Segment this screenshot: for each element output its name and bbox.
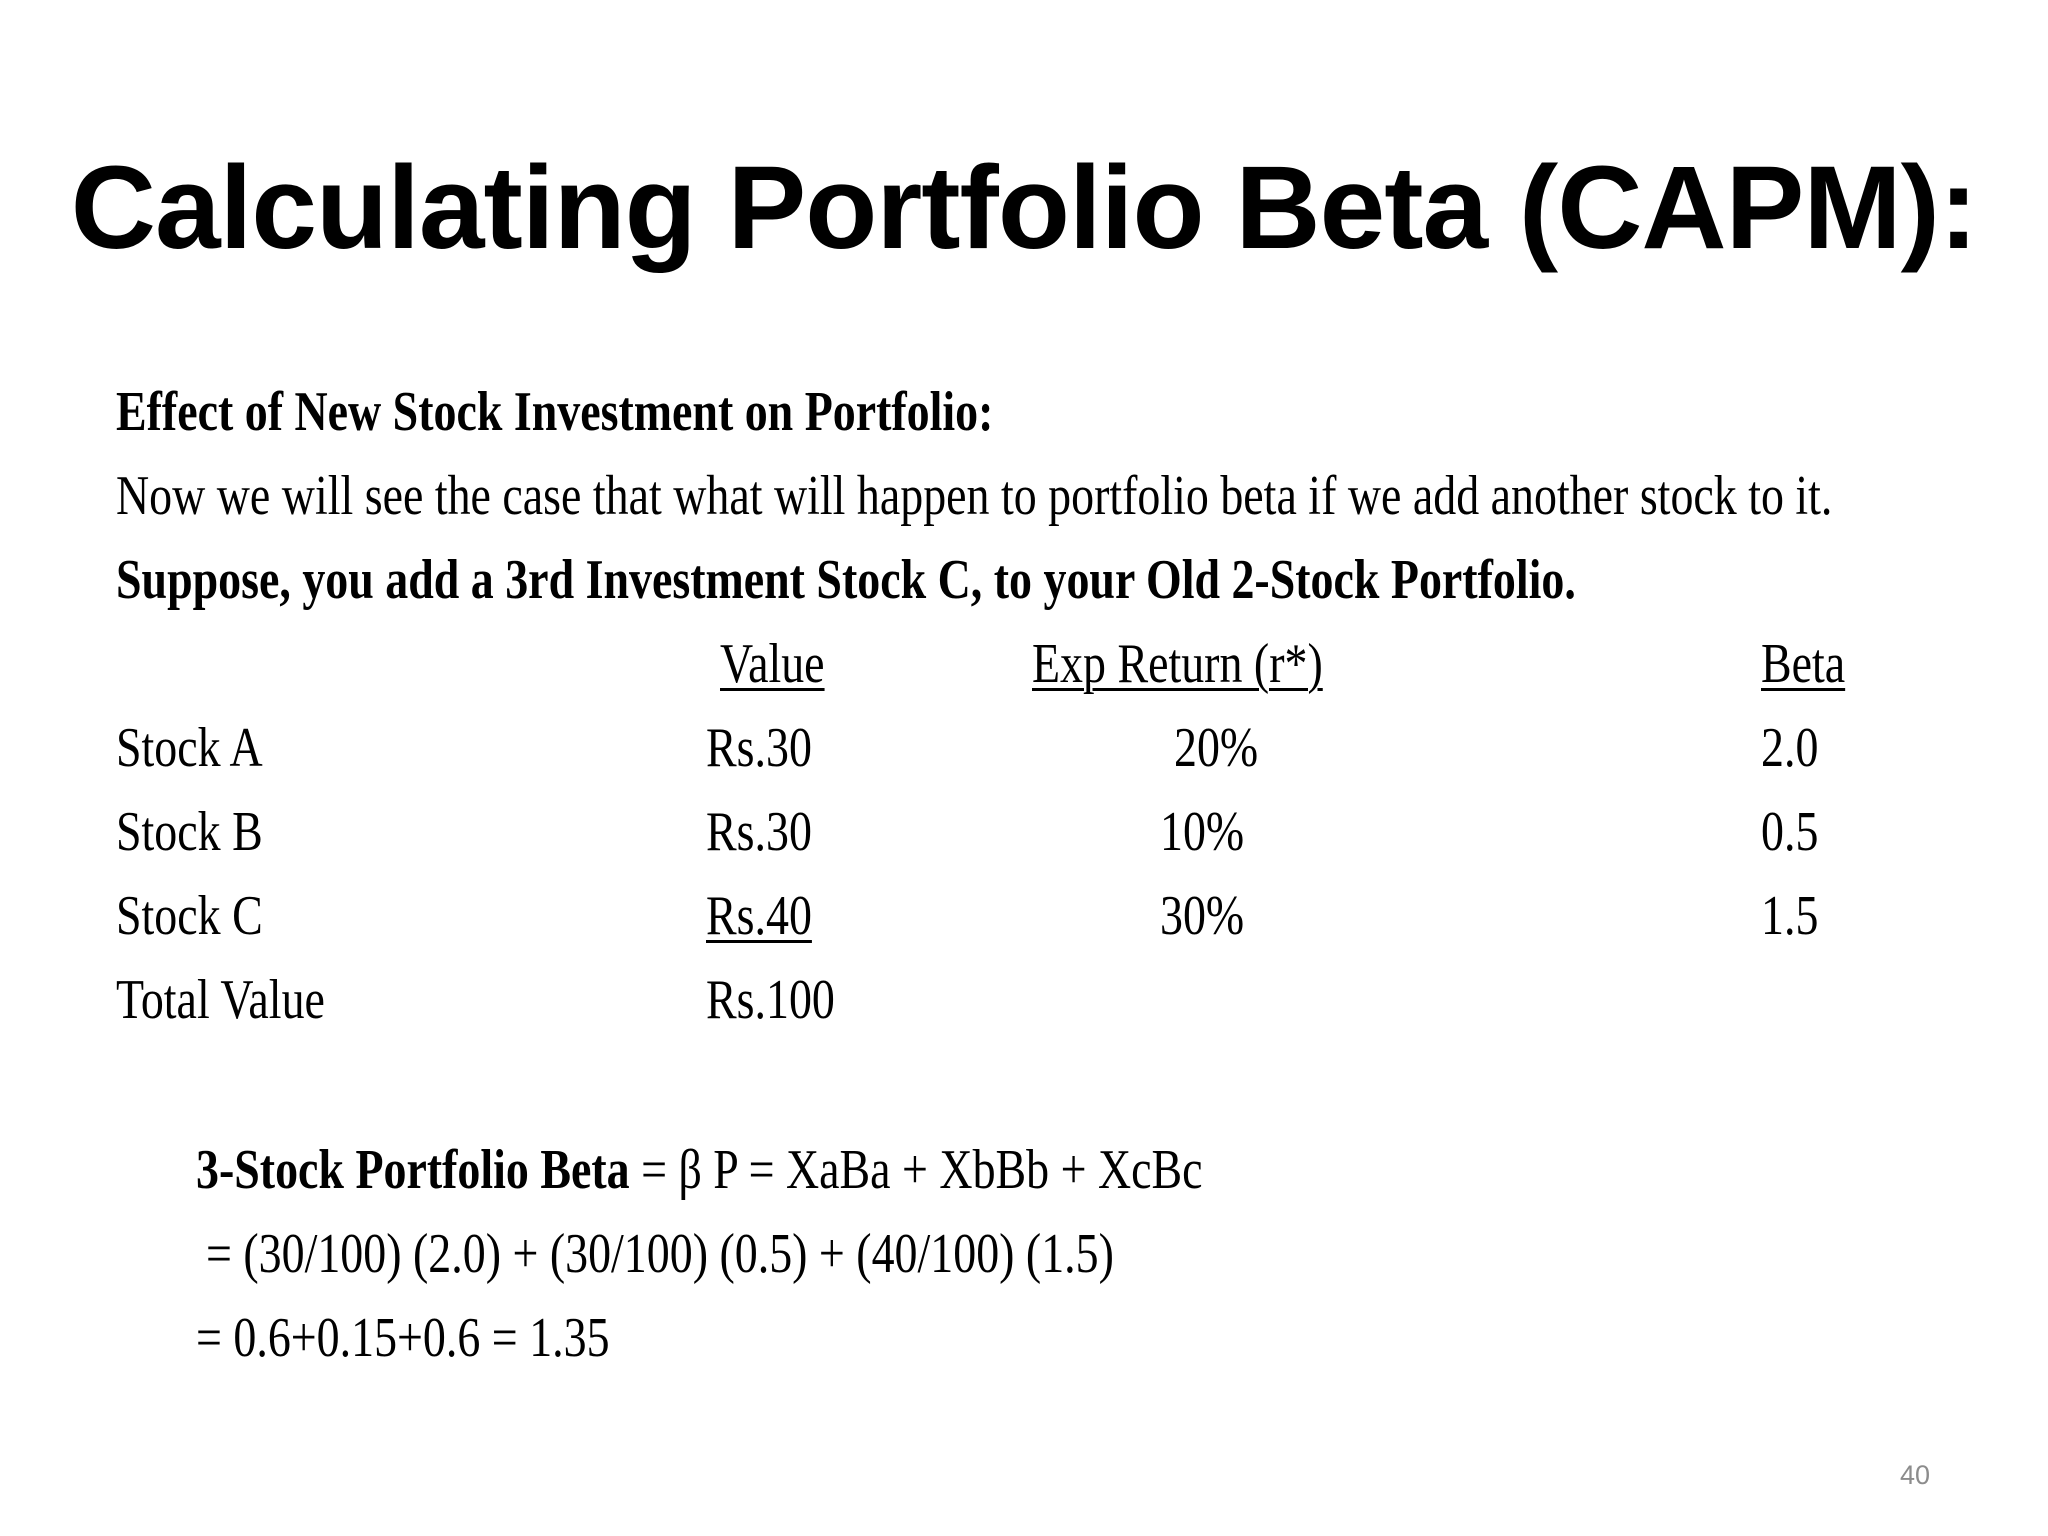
row-stock-a-name: Stock A [116,717,263,779]
header-beta: Beta [1761,633,1846,695]
formula-line-2: = (30/100) (2.0) + (30/100) (0.5) + (40/… [206,1223,1114,1285]
row-stock-c-value: Rs.40 [706,885,812,947]
row-stock-c-return: 30% [1160,885,1245,947]
row-stock-a-value: Rs.30 [706,717,812,779]
row-stock-a-beta: 2.0 [1761,717,1819,779]
row-stock-b-beta: 0.5 [1761,801,1819,863]
row-stock-b-value: Rs.30 [706,801,812,863]
header-value: Value [720,633,825,695]
row-stock-c-beta: 1.5 [1761,885,1819,947]
row-stock-b-name: Stock B [116,801,263,863]
row-stock-b-return: 10% [1160,801,1245,863]
header-exp-return: Exp Return (r*) [1032,633,1323,695]
row-stock-c-name: Stock C [116,885,263,947]
suppose-text: Suppose, you add a 3rd Investment Stock … [116,549,1576,611]
formula-line-1: 3-Stock Portfolio Beta = β P = XaBa + Xb… [196,1128,1203,1212]
section-heading: Effect of New Stock Investment on Portfo… [116,381,994,443]
slide-title: Calculating Portfolio Beta (CAPM): [70,142,1978,274]
page-number: 40 [1899,1460,1930,1490]
total-label: Total Value [116,969,325,1031]
intro-text: Now we will see the case that what will … [116,465,1833,527]
formula-line-3: = 0.6+0.15+0.6 = 1.35 [196,1307,610,1369]
row-stock-a-return: 20% [1174,717,1259,779]
formula-expression: = β P = XaBa + XbBb + XcBc [629,1139,1203,1201]
formula-label: 3-Stock Portfolio Beta [196,1139,630,1201]
total-value: Rs.100 [706,969,835,1031]
